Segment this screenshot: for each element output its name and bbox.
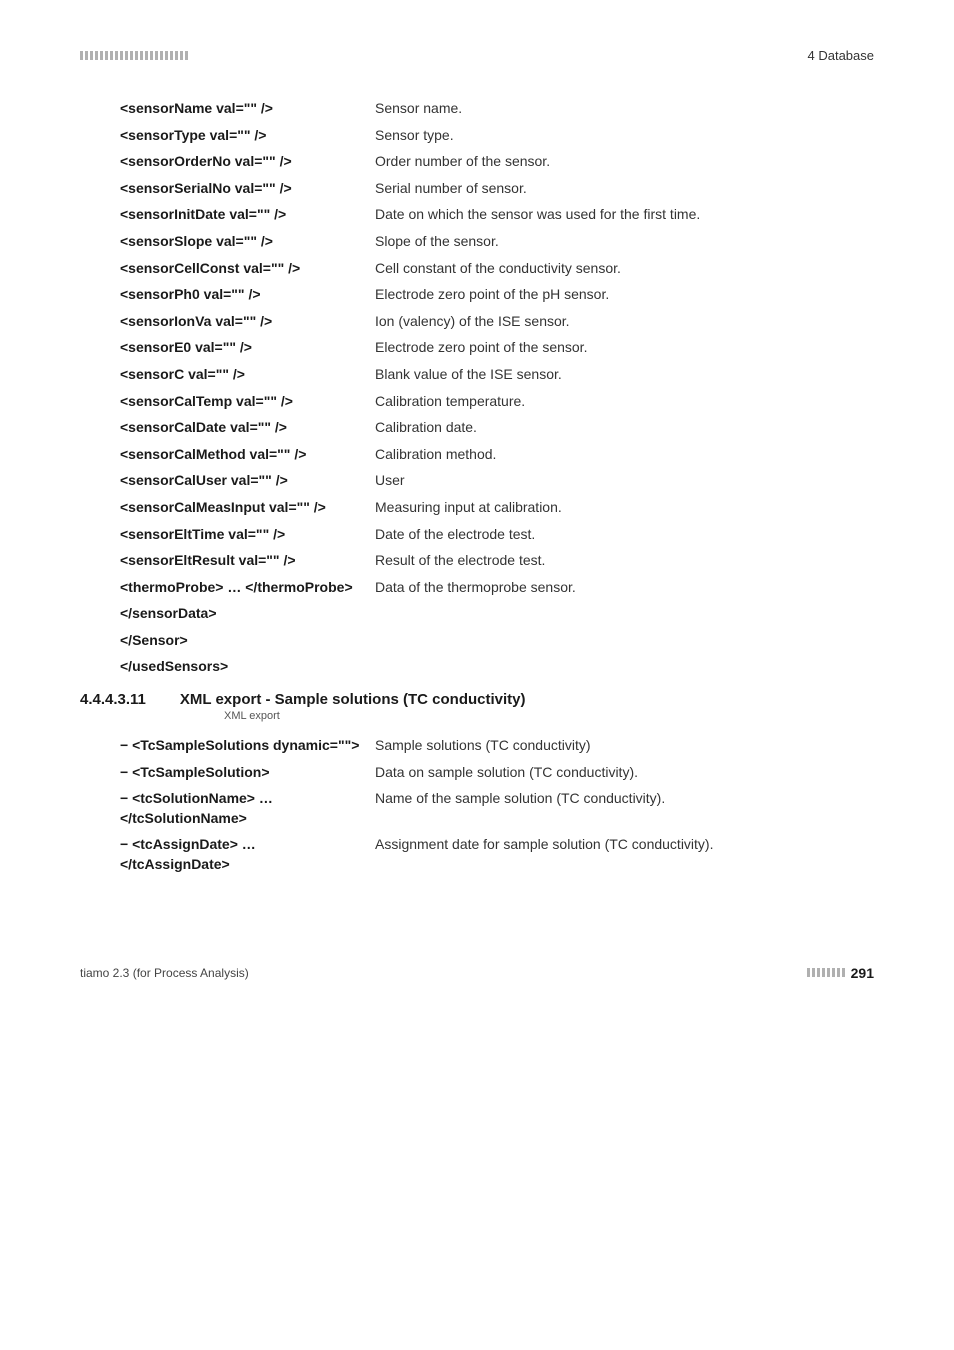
definition-row: </Sensor> xyxy=(80,631,874,651)
definition-value: Measuring input at calibration. xyxy=(375,498,562,518)
footer-ticks xyxy=(807,968,845,977)
definition-key: </sensorData> xyxy=(120,604,375,624)
definition-row: − <TcSampleSolutions dynamic="">Sample s… xyxy=(80,736,874,756)
footer-product: tiamo 2.3 (for Process Analysis) xyxy=(80,966,249,980)
definition-value: User xyxy=(375,471,405,491)
definition-row: </usedSensors> xyxy=(80,657,874,677)
definition-row: − <TcSampleSolution>Data on sample solut… xyxy=(80,763,874,783)
definition-row: </sensorData> xyxy=(80,604,874,624)
definition-row: <sensorPh0 val="" />Electrode zero point… xyxy=(80,285,874,305)
definition-key: <sensorE0 val="" /> xyxy=(120,338,375,358)
definition-key: <thermoProbe> … </thermoProbe> xyxy=(120,578,375,598)
definition-key: − <tcSolutionName> … </tcSolutionName> xyxy=(120,789,375,828)
definition-row: <sensorOrderNo val="" />Order number of … xyxy=(80,152,874,172)
definition-value: Calibration date. xyxy=(375,418,477,438)
definition-value: Data of the thermoprobe sensor. xyxy=(375,578,576,598)
definition-value: Assignment date for sample solution (TC … xyxy=(375,835,713,874)
section-sublabel: XML export xyxy=(224,710,874,722)
definition-row: <sensorEltResult val="" />Result of the … xyxy=(80,551,874,571)
definition-row: <sensorCalUser val="" />User xyxy=(80,471,874,491)
definition-value: Sensor name. xyxy=(375,99,462,119)
definition-key: <sensorC val="" /> xyxy=(120,365,375,385)
definition-value: Order number of the sensor. xyxy=(375,152,550,172)
definition-value: Calibration method. xyxy=(375,445,496,465)
definition-value: Electrode zero point of the pH sensor. xyxy=(375,285,609,305)
definition-key: <sensorSerialNo val="" /> xyxy=(120,179,375,199)
definition-key: <sensorSlope val="" /> xyxy=(120,232,375,252)
definition-value: Sensor type. xyxy=(375,126,454,146)
footer-page-number: 291 xyxy=(851,965,874,981)
definition-list-1: <sensorName val="" />Sensor name.<sensor… xyxy=(80,99,874,677)
definition-key: <sensorEltTime val="" /> xyxy=(120,525,375,545)
definition-key: <sensorEltResult val="" /> xyxy=(120,551,375,571)
definition-value: Sample solutions (TC conductivity) xyxy=(375,736,591,756)
definition-row: <sensorC val="" />Blank value of the ISE… xyxy=(80,365,874,385)
definition-key: <sensorIonVa val="" /> xyxy=(120,312,375,332)
definition-row: <sensorCalMethod val="" />Calibration me… xyxy=(80,445,874,465)
definition-row: <sensorIonVa val="" />Ion (valency) of t… xyxy=(80,312,874,332)
definition-key: </usedSensors> xyxy=(120,657,375,677)
definition-row: <sensorCalMeasInput val="" />Measuring i… xyxy=(80,498,874,518)
definition-row: <sensorCalDate val="" />Calibration date… xyxy=(80,418,874,438)
definition-row: <sensorName val="" />Sensor name. xyxy=(80,99,874,119)
header-chapter: 4 Database xyxy=(808,48,875,63)
section-heading: 4.4.4.3.11 XML export - Sample solutions… xyxy=(80,691,874,708)
definition-value: Result of the electrode test. xyxy=(375,551,545,571)
definition-value: Name of the sample solution (TC conducti… xyxy=(375,789,665,828)
definition-value: Calibration temperature. xyxy=(375,392,525,412)
definition-row: <thermoProbe> … </thermoProbe>Data of th… xyxy=(80,578,874,598)
definition-row: <sensorType val="" />Sensor type. xyxy=(80,126,874,146)
definition-key: <sensorCalMeasInput val="" /> xyxy=(120,498,375,518)
definition-key: <sensorCalDate val="" /> xyxy=(120,418,375,438)
definition-row: <sensorSerialNo val="" />Serial number o… xyxy=(80,179,874,199)
header-ticks xyxy=(80,51,188,60)
definition-value: Electrode zero point of the sensor. xyxy=(375,338,587,358)
definition-key: <sensorCalMethod val="" /> xyxy=(120,445,375,465)
definition-value: Slope of the sensor. xyxy=(375,232,499,252)
section-title: XML export - Sample solutions (TC conduc… xyxy=(180,691,526,708)
definition-key: <sensorPh0 val="" /> xyxy=(120,285,375,305)
definition-row: <sensorCalTemp val="" />Calibration temp… xyxy=(80,392,874,412)
definition-value: Serial number of sensor. xyxy=(375,179,527,199)
definition-value: Date on which the sensor was used for th… xyxy=(375,205,700,225)
definition-row: − <tcSolutionName> … </tcSolutionName>Na… xyxy=(80,789,874,828)
definition-value: Blank value of the ISE sensor. xyxy=(375,365,562,385)
definition-key: <sensorCellConst val="" /> xyxy=(120,259,375,279)
definition-key: <sensorCalTemp val="" /> xyxy=(120,392,375,412)
definition-row: <sensorE0 val="" />Electrode zero point … xyxy=(80,338,874,358)
definition-row: <sensorCellConst val="" />Cell constant … xyxy=(80,259,874,279)
definition-key: − <TcSampleSolutions dynamic=""> xyxy=(120,736,375,756)
definition-key: <sensorCalUser val="" /> xyxy=(120,471,375,491)
definition-key: </Sensor> xyxy=(120,631,375,651)
definition-value: Cell constant of the conductivity sensor… xyxy=(375,259,621,279)
definition-key: <sensorInitDate val="" /> xyxy=(120,205,375,225)
page-footer: tiamo 2.3 (for Process Analysis) 291 xyxy=(80,965,874,981)
definition-row: <sensorSlope val="" />Slope of the senso… xyxy=(80,232,874,252)
definition-value: Ion (valency) of the ISE sensor. xyxy=(375,312,570,332)
definition-row: − <tcAssignDate> … </tcAssignDate>Assign… xyxy=(80,835,874,874)
definition-key: − <tcAssignDate> … </tcAssignDate> xyxy=(120,835,375,874)
definition-key: <sensorOrderNo val="" /> xyxy=(120,152,375,172)
definition-key: <sensorType val="" /> xyxy=(120,126,375,146)
definition-row: <sensorInitDate val="" />Date on which t… xyxy=(80,205,874,225)
definition-value: Data on sample solution (TC conductivity… xyxy=(375,763,638,783)
definition-key: <sensorName val="" /> xyxy=(120,99,375,119)
definition-row: <sensorEltTime val="" />Date of the elec… xyxy=(80,525,874,545)
definition-list-2: − <TcSampleSolutions dynamic="">Sample s… xyxy=(80,736,874,875)
definition-key: − <TcSampleSolution> xyxy=(120,763,375,783)
section-number: 4.4.4.3.11 xyxy=(80,691,146,708)
page-header: 4 Database xyxy=(80,48,874,63)
definition-value: Date of the electrode test. xyxy=(375,525,535,545)
